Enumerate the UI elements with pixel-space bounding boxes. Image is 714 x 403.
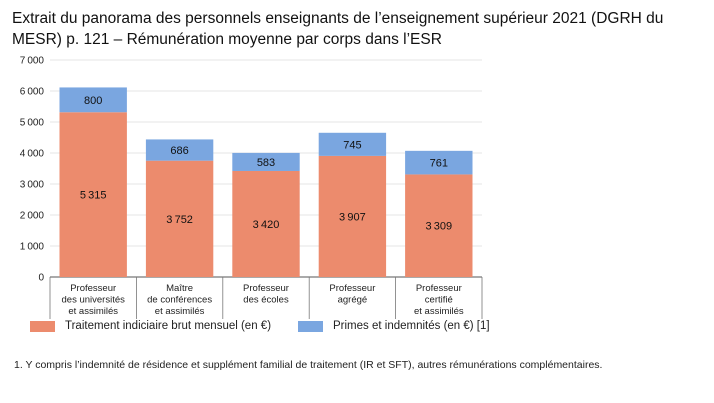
bar-segment-traitement <box>232 170 300 277</box>
bar-segment-primes <box>145 139 214 161</box>
y-tick-label: 2 000 <box>20 211 45 222</box>
bar-segment-primes <box>405 150 473 175</box>
y-tick-label: 1 000 <box>20 242 45 253</box>
y-tick-label: 3 000 <box>20 180 45 191</box>
page-title: Extrait du panorama des personnels ensei… <box>12 10 664 48</box>
footnote: 1. Y compris l’indemnité de résidence et… <box>14 359 603 371</box>
bar-data-label: 3 907 <box>339 211 366 223</box>
legend-item-traitement: Traitement indiciaire brut mensuel (en €… <box>30 320 271 332</box>
y-tick-label: 7 000 <box>20 56 45 67</box>
legend-swatch-traitement <box>30 320 55 332</box>
bar-data-label: 3 752 <box>166 214 193 226</box>
x-category-label: Professeur <box>416 283 462 294</box>
y-tick-label: 6 000 <box>20 87 45 98</box>
x-category-label: Professeur <box>329 283 375 294</box>
y-tick-label: 0 <box>38 273 44 284</box>
bar-data-label: 583 <box>257 157 275 169</box>
bar-segment-primes <box>59 87 127 113</box>
bar-data-label: 800 <box>84 95 102 107</box>
x-category-label: agrégé <box>338 295 368 306</box>
x-category-label: et assimilés <box>68 306 118 317</box>
x-category-label: des universités <box>62 295 126 306</box>
bar-data-label: 686 <box>170 145 188 157</box>
legend-label-primes: Primes et indemnités (en €) [1] <box>333 320 490 332</box>
bar-segment-primes <box>318 132 387 156</box>
stacked-bar-chart: 0 1 000 2 000 3 000 4 000 5 000 6 000 7 000 5 31… <box>20 56 483 319</box>
legend-label-traitement: Traitement indiciaire brut mensuel (en €… <box>65 320 272 332</box>
legend-item-primes: Primes et indemnités (en €) [1] <box>298 320 490 332</box>
bar-segment-traitement <box>145 160 214 277</box>
bar-data-label: 5 315 <box>80 190 107 202</box>
x-category-label: et assimilés <box>155 306 205 317</box>
x-category-label: certifié <box>425 295 453 306</box>
x-category-label: des écoles <box>243 295 289 306</box>
bar-segment-traitement <box>59 112 127 277</box>
x-category-label: Professeur <box>243 283 289 294</box>
bar-segment-primes <box>232 152 300 171</box>
bar-segment-traitement <box>405 174 473 277</box>
x-category-label: et assimilés <box>414 306 464 317</box>
bar-data-label: 3 309 <box>425 221 452 233</box>
bar-segment-traitement <box>318 155 387 277</box>
bar-data-label: 761 <box>430 158 448 170</box>
x-category-label: Professeur <box>70 283 116 294</box>
legend-swatch-primes <box>298 320 323 332</box>
x-category-label: de conférences <box>147 295 212 306</box>
x-category-label: Maître <box>166 283 193 294</box>
bar-data-label: 3 420 <box>253 219 280 231</box>
bar-data-label: 745 <box>343 139 361 151</box>
y-tick-label: 4 000 <box>20 149 45 160</box>
y-tick-label: 5 000 <box>20 118 45 129</box>
